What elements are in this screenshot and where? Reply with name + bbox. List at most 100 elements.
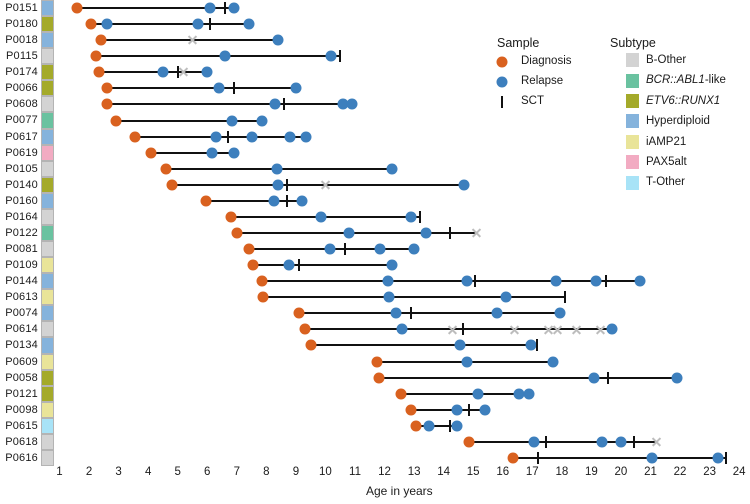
relapse-marker xyxy=(606,323,618,335)
timeline-track xyxy=(0,145,750,161)
patient-id-label: P0164 xyxy=(5,210,38,223)
timeline-track xyxy=(0,241,750,257)
sct-marker xyxy=(419,210,421,223)
legend-subtype-swatch xyxy=(626,93,639,108)
relapse-marker xyxy=(461,275,473,287)
timeline-line xyxy=(115,119,262,122)
x-tick-label: 20 xyxy=(614,466,628,478)
sct-marker xyxy=(461,323,464,336)
subtype-swatch xyxy=(41,128,54,145)
diagnosis-marker xyxy=(145,147,157,159)
sct-marker xyxy=(563,291,566,304)
diagnosis-marker xyxy=(463,436,475,448)
timeline-track xyxy=(0,177,750,193)
sct-marker xyxy=(448,419,451,432)
subtype-swatch xyxy=(41,321,54,338)
subtype-legend-entry: T-Other xyxy=(610,172,726,192)
relapse-marker xyxy=(296,195,308,207)
timeline-track xyxy=(0,450,750,466)
subtype-swatch xyxy=(41,433,54,450)
subtype-swatch xyxy=(41,289,54,306)
subtype-legend-entry: iAMP21 xyxy=(610,132,726,152)
relapse-marker xyxy=(343,227,355,239)
patient-row: P0614 xyxy=(0,321,750,338)
sct-marker xyxy=(537,451,540,464)
diagnosis-marker xyxy=(507,452,519,464)
relapse-marker xyxy=(454,339,466,351)
sct-marker xyxy=(448,226,451,239)
timeline-line xyxy=(261,280,641,283)
patient-row: P0618 xyxy=(0,433,750,450)
patient-row: P0109 xyxy=(0,257,750,274)
timeline-track xyxy=(0,386,750,402)
patient-row: P0066 xyxy=(0,80,750,97)
censor-x-marker xyxy=(651,437,661,447)
patient-id-label: P0618 xyxy=(5,435,38,448)
diagnosis-marker xyxy=(90,50,102,62)
relapse-marker xyxy=(324,243,336,255)
legend-subtype-swatch xyxy=(626,114,639,129)
relapse-marker xyxy=(204,2,216,14)
legend-subtype-swatch xyxy=(626,175,639,190)
relapse-marker xyxy=(458,179,470,191)
timeline-track xyxy=(0,64,750,80)
timeline-track xyxy=(0,289,750,305)
patient-row: P0144 xyxy=(0,273,750,290)
relapse-marker xyxy=(382,275,393,287)
patient-id-label: P0122 xyxy=(5,226,38,239)
sct-marker xyxy=(473,275,476,288)
patient-row: P0134 xyxy=(0,337,750,354)
legend-subtype-swatch xyxy=(626,73,639,88)
patient-id-label: P0115 xyxy=(6,50,38,63)
relapse-marker xyxy=(420,227,432,239)
x-tick-label: 16 xyxy=(496,466,510,478)
diagnosis-marker xyxy=(129,131,141,143)
subtype-swatch xyxy=(41,449,54,466)
x-axis-title: Age in years xyxy=(365,484,433,498)
patient-id-label: P0613 xyxy=(5,291,38,304)
diagnosis-marker xyxy=(243,243,255,255)
relapse-marker xyxy=(472,388,484,400)
subtype-swatch xyxy=(41,241,54,258)
patient-id-label: P0614 xyxy=(5,323,38,336)
x-axis: 1 2 3 4 5 6 7 8 9 10 11 12 13 14 15 16 17 18 19 20 21 22 23 24 A… xyxy=(0,464,750,504)
x-tick-label: 21 xyxy=(644,466,657,478)
patient-id-label: P0180 xyxy=(5,18,38,31)
timeline-line xyxy=(415,424,457,427)
relapse-marker xyxy=(408,243,420,255)
subtype-swatch xyxy=(41,192,54,209)
subtype-swatch xyxy=(41,48,54,65)
subtype-swatch xyxy=(41,96,54,113)
x-tick-label: 10 xyxy=(319,466,332,478)
sample-legend-entry: Diagnosis xyxy=(496,53,572,70)
patient-id-label: P0617 xyxy=(5,130,38,143)
censor-x-marker xyxy=(187,35,197,45)
patient-id-label: P0174 xyxy=(5,66,38,79)
patient-id-label: P0140 xyxy=(5,178,38,191)
sct-marker xyxy=(606,371,609,384)
diagnosis-marker xyxy=(256,275,268,287)
relapse-marker xyxy=(513,388,525,400)
diagnosis-marker xyxy=(410,420,422,432)
relapse-marker xyxy=(213,82,225,94)
legend-dot-icon xyxy=(496,56,508,67)
diagnosis-marker xyxy=(200,195,212,207)
timeline-line xyxy=(236,231,477,234)
legend-subtype-swatch xyxy=(626,53,639,68)
timeline-track xyxy=(0,48,750,64)
patient-row: P0608 xyxy=(0,96,750,113)
x-tick-label: 13 xyxy=(407,466,421,478)
sct-marker xyxy=(544,435,547,448)
timeline-track xyxy=(0,16,750,32)
patient-row: P0058 xyxy=(0,369,750,386)
diagnosis-marker xyxy=(373,372,385,384)
relapse-marker xyxy=(271,163,283,175)
subtype-legend: Subtype B-Other BCR::ABL1-like ETV6::RUNX1… xyxy=(610,36,726,193)
sample-legend-entries: Diagnosis Relapse SCT xyxy=(496,53,572,110)
diagnosis-marker xyxy=(293,307,305,319)
patient-id-label: P0616 xyxy=(5,451,38,464)
timeline-line xyxy=(304,328,613,331)
diagnosis-marker xyxy=(101,98,113,110)
sample-legend: Sample Diagnosis Relapse SCT xyxy=(496,36,572,110)
timeline-line xyxy=(253,264,392,267)
